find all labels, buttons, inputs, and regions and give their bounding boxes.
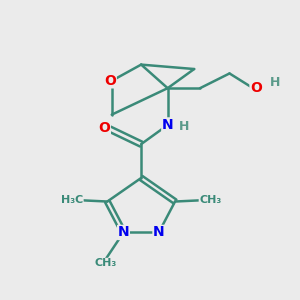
Text: N: N [162, 118, 173, 132]
Text: CH₃: CH₃ [95, 258, 117, 268]
Text: H: H [179, 120, 189, 133]
Text: H₃C: H₃C [61, 195, 83, 205]
Text: O: O [104, 74, 116, 88]
Text: H: H [270, 76, 280, 89]
Text: O: O [98, 121, 110, 135]
Text: CH₃: CH₃ [199, 195, 221, 205]
Text: O: O [250, 81, 262, 95]
Text: N: N [153, 225, 165, 239]
Text: N: N [118, 225, 129, 239]
